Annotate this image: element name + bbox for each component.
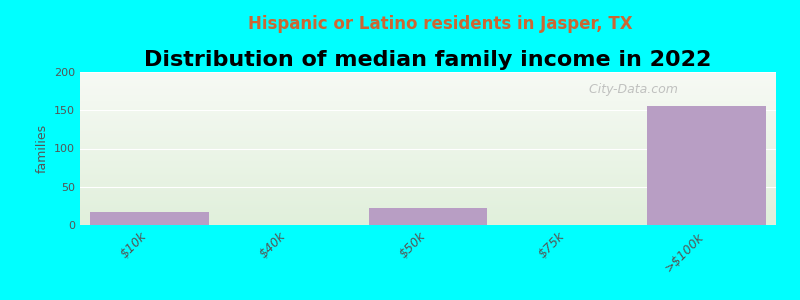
- Y-axis label: families: families: [35, 124, 49, 173]
- Bar: [369, 208, 487, 225]
- Text: City-Data.com: City-Data.com: [581, 83, 678, 96]
- Text: Hispanic or Latino residents in Jasper, TX: Hispanic or Latino residents in Jasper, …: [248, 15, 632, 33]
- Bar: [647, 106, 766, 225]
- Title: Distribution of median family income in 2022: Distribution of median family income in …: [144, 50, 712, 70]
- Bar: [90, 212, 209, 225]
